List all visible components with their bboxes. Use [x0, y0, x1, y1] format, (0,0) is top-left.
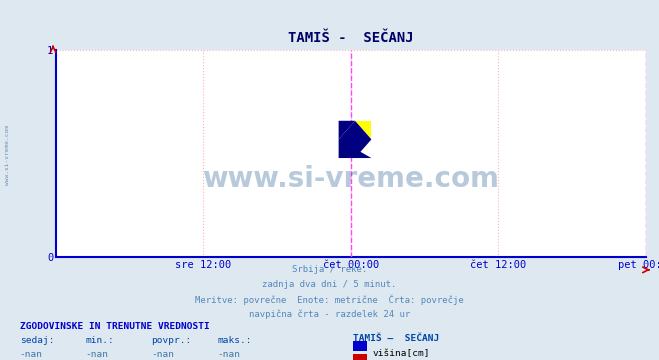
Text: Srbija / reke.: Srbija / reke. [292, 265, 367, 274]
Text: min.:: min.: [86, 336, 115, 345]
Text: www.si-vreme.com: www.si-vreme.com [5, 125, 11, 185]
Polygon shape [339, 139, 372, 158]
Polygon shape [339, 121, 355, 139]
Text: -nan: -nan [217, 350, 241, 359]
Text: TAMIŠ –  SEČANJ: TAMIŠ – SEČANJ [353, 334, 439, 343]
Text: maks.:: maks.: [217, 336, 252, 345]
Title: TAMIŠ -  SEČANJ: TAMIŠ - SEČANJ [288, 31, 414, 45]
Text: ZGODOVINSKE IN TRENUTNE VREDNOSTI: ZGODOVINSKE IN TRENUTNE VREDNOSTI [20, 322, 210, 331]
Polygon shape [339, 139, 355, 158]
Text: -nan: -nan [20, 350, 43, 359]
Text: navpična črta - razdelek 24 ur: navpična črta - razdelek 24 ur [249, 310, 410, 319]
Text: Meritve: povrečne  Enote: metrične  Črta: povrečje: Meritve: povrečne Enote: metrične Črta: … [195, 295, 464, 305]
Text: povpr.:: povpr.: [152, 336, 192, 345]
Text: www.si-vreme.com: www.si-vreme.com [202, 165, 500, 193]
Text: zadnja dva dni / 5 minut.: zadnja dva dni / 5 minut. [262, 280, 397, 289]
Polygon shape [355, 121, 372, 139]
Text: sedaj:: sedaj: [20, 336, 54, 345]
Text: višina[cm]: višina[cm] [372, 350, 430, 359]
Polygon shape [339, 121, 372, 158]
Text: -nan: -nan [86, 350, 109, 359]
Text: -nan: -nan [152, 350, 175, 359]
